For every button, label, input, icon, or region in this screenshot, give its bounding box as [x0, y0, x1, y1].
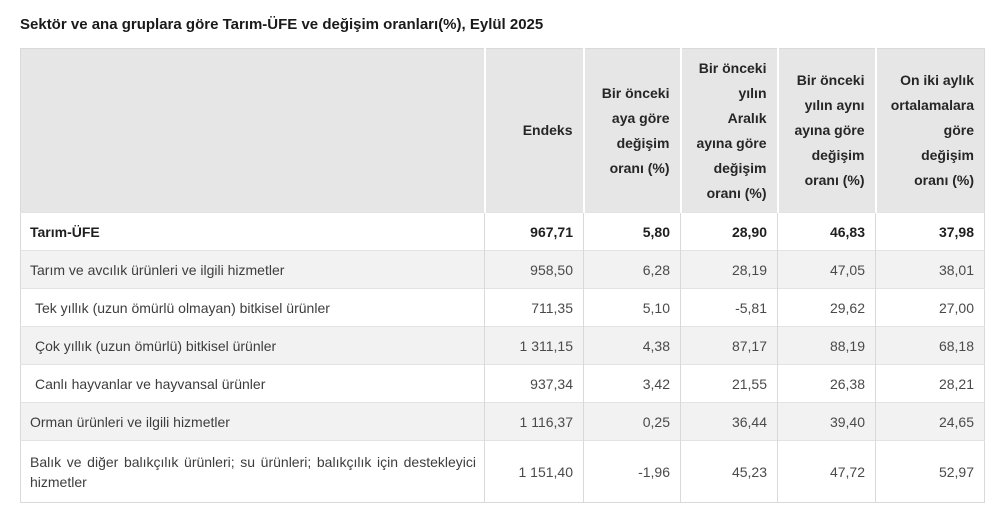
value-cell: 958,50: [484, 250, 584, 289]
value-cell: 5,80: [583, 212, 681, 251]
corner-cell: [20, 48, 485, 213]
table-row-canli-hayvanlar: Canlı hayvanlar ve hayvansal ürünler 937…: [20, 364, 985, 403]
table-row-cok-yillik: Çok yıllık (uzun ömürlü) bitkisel ürünle…: [20, 326, 985, 365]
row-label-cell: Tarım ve avcılık ürünleri ve ilgili hizm…: [20, 250, 485, 289]
value-cell: 38,01: [875, 250, 985, 289]
value-cell: 87,17: [680, 326, 778, 365]
page-title: Sektör ve ana gruplara göre Tarım-ÜFE ve…: [20, 16, 544, 33]
table-header: Endeks Bir önceki aya göre değişim oranı…: [20, 48, 985, 213]
value-cell: 46,83: [777, 212, 876, 251]
row-label-cell: Orman ürünleri ve ilgili hizmetler: [20, 402, 485, 441]
table-row-orman: Orman ürünleri ve ilgili hizmetler 1 116…: [20, 402, 985, 441]
value-cell: 36,44: [680, 402, 778, 441]
value-cell: 24,65: [875, 402, 985, 441]
value-cell: 6,28: [583, 250, 681, 289]
column-header-monthly-change: Bir önceki aya göre değişim oranı (%): [582, 48, 681, 213]
value-cell: 68,18: [875, 326, 985, 365]
value-cell: 29,62: [777, 288, 876, 327]
value-cell: 47,72: [777, 440, 876, 503]
value-cell: 967,71: [484, 212, 584, 251]
table-row-tarim-ufe: Tarım-ÜFE 967,71 5,80 28,90 46,83 37,98: [20, 212, 985, 251]
table-row-balik: Balık ve diğer balıkçılık ürünleri; su ü…: [20, 440, 985, 503]
column-header-endeks: Endeks: [483, 48, 584, 213]
table-row-tek-yillik: Tek yıllık (uzun ömürlü olmayan) bitkise…: [20, 288, 985, 327]
column-header-12month-avg-change: On iki aylık ortalamalara göre değişim o…: [874, 48, 985, 213]
value-cell: 28,19: [680, 250, 778, 289]
value-cell: 27,00: [875, 288, 985, 327]
page-container: Sektör ve ana gruplara göre Tarım-ÜFE ve…: [20, 16, 985, 503]
row-label-cell: Canlı hayvanlar ve hayvansal ürünler: [20, 364, 485, 403]
value-cell: 52,97: [875, 440, 985, 503]
value-cell: -5,81: [680, 288, 778, 327]
value-cell: 1 311,15: [484, 326, 584, 365]
table-row-tarim-avcilik: Tarım ve avcılık ürünleri ve ilgili hizm…: [20, 250, 985, 289]
value-cell: 45,23: [680, 440, 778, 503]
row-label-cell: Tek yıllık (uzun ömürlü olmayan) bitkise…: [20, 288, 485, 327]
value-cell: 28,90: [680, 212, 778, 251]
column-header-since-december-change: Bir önceki yılın Aralık ayına göre değiş…: [679, 48, 778, 213]
value-cell: 4,38: [583, 326, 681, 365]
row-label-cell: Çok yıllık (uzun ömürlü) bitkisel ürünle…: [20, 326, 485, 365]
value-cell: 5,10: [583, 288, 681, 327]
value-cell: 1 151,40: [484, 440, 584, 503]
value-cell: 47,05: [777, 250, 876, 289]
value-cell: 937,34: [484, 364, 584, 403]
column-header-yearly-change: Bir önceki yılın aynı ayına göre değişim…: [776, 48, 876, 213]
value-cell: -1,96: [583, 440, 681, 503]
value-cell: 1 116,37: [484, 402, 584, 441]
row-label-cell: Balık ve diğer balıkçılık ürünleri; su ü…: [20, 440, 485, 503]
value-cell: 37,98: [875, 212, 985, 251]
value-cell: 3,42: [583, 364, 681, 403]
value-cell: 0,25: [583, 402, 681, 441]
table-body: Tarım-ÜFE 967,71 5,80 28,90 46,83 37,98 …: [20, 212, 985, 503]
agri-ppi-table: Endeks Bir önceki aya göre değişim oranı…: [20, 48, 985, 503]
header-row: Endeks Bir önceki aya göre değişim oranı…: [20, 48, 985, 213]
value-cell: 28,21: [875, 364, 985, 403]
value-cell: 88,19: [777, 326, 876, 365]
value-cell: 21,55: [680, 364, 778, 403]
row-label-cell: Tarım-ÜFE: [20, 212, 485, 251]
value-cell: 26,38: [777, 364, 876, 403]
value-cell: 711,35: [484, 288, 584, 327]
value-cell: 39,40: [777, 402, 876, 441]
